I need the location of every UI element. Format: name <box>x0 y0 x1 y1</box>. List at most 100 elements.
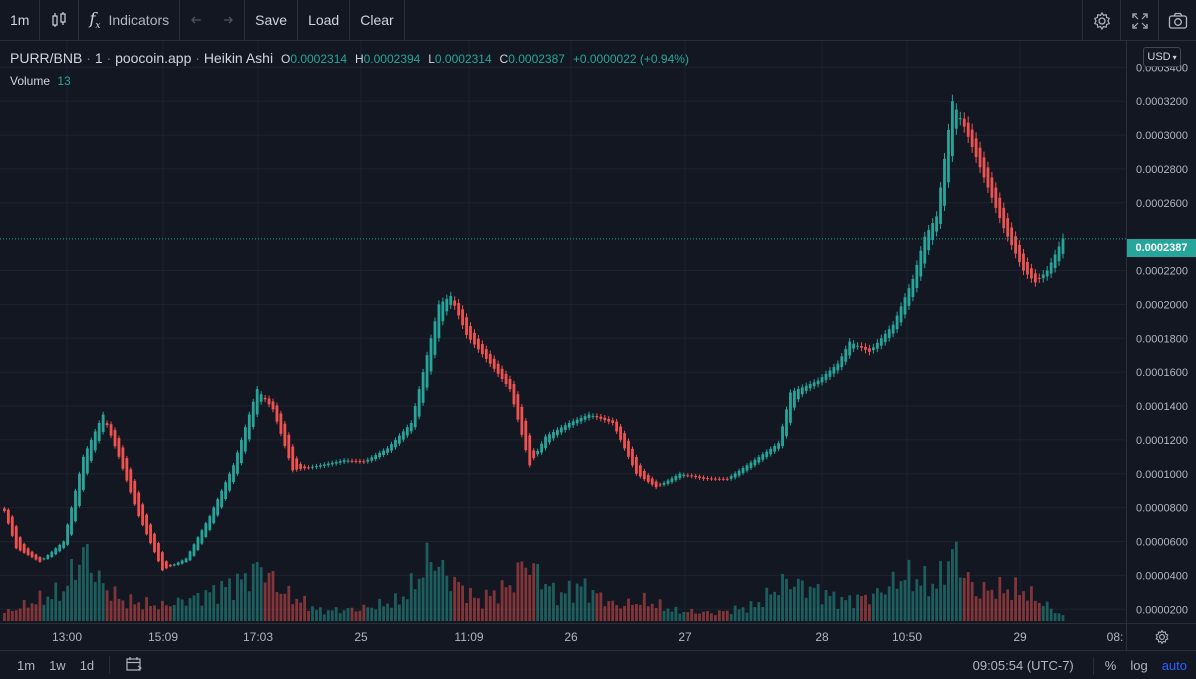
candle-body <box>793 390 796 408</box>
candle-body <box>796 389 800 400</box>
load-button[interactable]: Load <box>308 12 340 28</box>
volume-bar <box>595 593 599 621</box>
indicators-button[interactable]: fx Indicators <box>79 0 179 41</box>
range-1w-button[interactable]: 1w <box>49 657 66 673</box>
candle-body <box>646 475 650 482</box>
price-tick-label: 0.0000200 <box>1136 604 1188 616</box>
volume-bar <box>330 610 334 621</box>
candle-body <box>125 458 129 481</box>
candle-body <box>1010 227 1014 246</box>
volume-legend: Volume 13 <box>10 74 71 88</box>
candle-body <box>508 378 512 390</box>
candle-body <box>354 460 358 462</box>
volume-bar <box>492 590 496 621</box>
fullscreen-button[interactable] <box>1120 0 1158 41</box>
volume-bar <box>599 592 603 621</box>
interval-button[interactable]: 1m <box>10 12 30 28</box>
candle-body <box>852 343 856 349</box>
currency-selector[interactable]: USD ▾ <box>1143 47 1181 67</box>
percent-scale-toggle[interactable]: % <box>1104 658 1117 673</box>
volume-bar <box>753 607 757 621</box>
volume-bar <box>670 611 674 621</box>
volume-bar <box>22 600 26 621</box>
candle-body <box>1002 207 1006 229</box>
candle-body <box>686 475 690 477</box>
volume-bar <box>986 590 990 621</box>
currency-label: USD <box>1147 51 1171 63</box>
legend-ohlc: O0.0002314 H0.0002394 L0.0002314 C0.0002… <box>281 50 689 66</box>
volume-bar <box>587 602 591 621</box>
candle-body <box>117 438 121 457</box>
undo-icon <box>191 16 201 24</box>
volume-bar <box>536 564 540 621</box>
candle-body <box>46 555 50 559</box>
legend-symbol[interactable]: PURR/BNB <box>10 50 83 66</box>
volume-bar <box>848 595 852 621</box>
candle-body <box>970 129 974 147</box>
clock[interactable]: 09:05:54 (UTC-7) <box>972 658 1074 673</box>
volume-bar <box>188 598 192 621</box>
candle-body <box>42 558 46 560</box>
range-1d-button[interactable]: 1d <box>79 657 95 673</box>
candle-body <box>899 306 903 323</box>
volume-label[interactable]: Volume <box>10 74 51 88</box>
candle-body <box>315 466 318 468</box>
volume-bar <box>287 585 291 621</box>
log-scale-toggle[interactable]: log <box>1130 658 1148 673</box>
volume-bar <box>694 613 698 621</box>
volume-bar <box>911 591 915 621</box>
camera-icon <box>1168 12 1187 29</box>
candle-body <box>891 324 895 334</box>
volume-bar <box>654 607 658 621</box>
range-1m-button[interactable]: 1m <box>17 657 36 673</box>
volume-bar <box>405 599 409 621</box>
volume-bar <box>141 609 145 621</box>
candle-body <box>536 450 540 455</box>
volume-bar <box>891 571 895 621</box>
volume-bar <box>923 565 927 621</box>
redo-button[interactable] <box>216 0 244 41</box>
volume-bar <box>567 580 571 621</box>
volume-bar <box>714 615 717 621</box>
undo-button[interactable] <box>180 0 216 41</box>
volume-bar <box>895 588 899 621</box>
volume-bar <box>919 585 923 621</box>
volume-bar <box>319 607 322 621</box>
toolbar-divider <box>403 0 405 41</box>
volume-bar <box>3 613 6 621</box>
volume-bar <box>390 607 393 621</box>
settings-button[interactable] <box>1082 0 1120 41</box>
candlestick-chart[interactable] <box>0 41 1126 623</box>
time-axis[interactable]: 13:00 15:09 17:03 25 11:09 26 27 28 10:50 29 08: <box>0 623 1126 650</box>
price-axis[interactable]: 0.00036000.00034000.00032000.00030000.00… <box>1126 41 1196 623</box>
candle-body <box>579 417 583 422</box>
volume-bar <box>872 593 875 621</box>
date-range-button[interactable] <box>118 656 150 675</box>
candle-body <box>571 421 575 426</box>
screenshot-button[interactable] <box>1158 0 1196 41</box>
auto-scale-toggle[interactable]: auto <box>1161 658 1187 673</box>
candle-body <box>674 476 678 481</box>
candle-body <box>319 465 322 467</box>
candle-body <box>386 448 389 453</box>
candle-body <box>951 101 954 157</box>
candle-body <box>761 454 765 460</box>
candle-body <box>271 401 275 410</box>
volume-bar <box>224 586 227 621</box>
volume-bar <box>686 612 690 621</box>
candle-body <box>563 425 567 430</box>
candle-body <box>690 475 694 477</box>
toolbar-divider <box>109 656 111 674</box>
candle-body <box>145 514 148 535</box>
volume-bar <box>437 566 441 621</box>
candle-body <box>733 473 737 478</box>
chart-type-button[interactable] <box>40 0 78 41</box>
chart-pane[interactable]: PURR/BNB · 1 · poocoin.app · Heikin Ashi… <box>0 41 1126 623</box>
candle-body <box>836 363 840 371</box>
time-tick-label: 11:09 <box>454 630 483 644</box>
axis-settings-button[interactable] <box>1126 623 1196 650</box>
volume-bar <box>350 607 354 621</box>
save-button[interactable]: Save <box>255 12 288 28</box>
clear-button[interactable]: Clear <box>360 12 394 28</box>
candle-body <box>129 469 133 493</box>
